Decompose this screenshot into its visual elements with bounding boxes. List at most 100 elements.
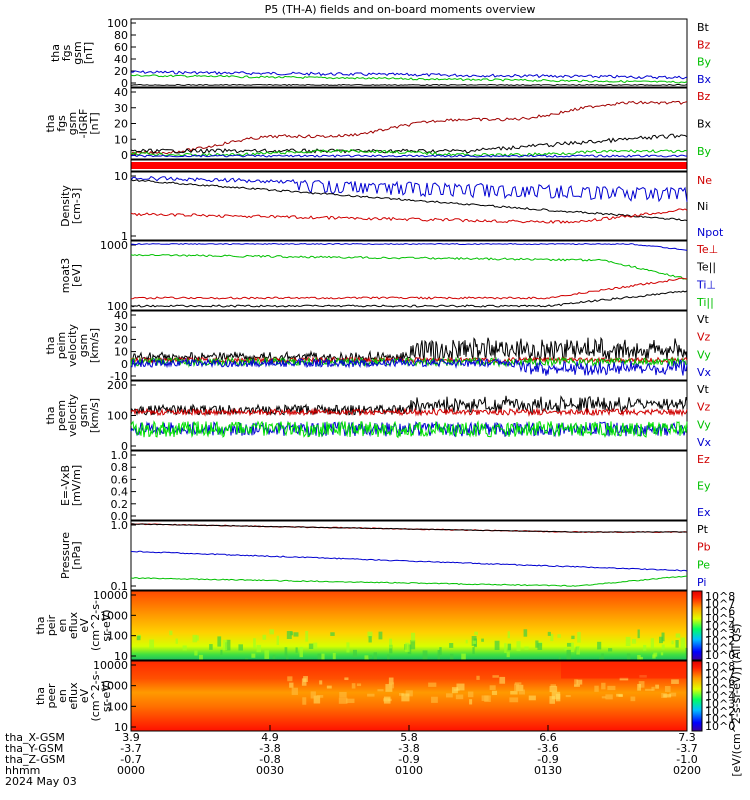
y-axis-label: en [56,619,69,633]
y-axis-label: [nT] [88,112,101,134]
spectrogram-pixel [494,640,500,651]
colorbar-tick: 10^5 [705,612,735,625]
spectrogram-pixel [467,691,474,698]
footer-value: 4.9 [261,731,279,744]
y-axis-label: [cm-3] [70,188,83,224]
spectrogram-pixel [491,690,498,695]
y-axis-label: eV [78,688,91,703]
spectrogram-pixel [597,641,602,650]
spectrogram-pixel [316,694,324,698]
y-tick-label: 100 [107,300,128,313]
legend-By: By [697,145,712,158]
colorbar-tick: 10^3 [705,698,735,711]
panel-frame-p1 [130,18,688,88]
y-axis-label: [nPa] [70,541,83,569]
legend-Pi: Pi [697,576,706,589]
spectrogram-pixel [194,650,198,656]
spectrogram-pixel [605,694,613,700]
footer-value: 0200 [673,764,701,777]
footer-value: -0.9 [398,753,419,766]
colorbar-tick: 10^6 [705,605,735,618]
spectrogram-pixel [465,639,468,644]
y-axis-label: [mV/m] [70,465,83,506]
y-axis-label: [eV] [70,264,83,287]
panel-frame-p5 [130,240,688,311]
y-axis-label: [km/s] [88,328,101,363]
colorbar-tick: 10^3 [705,627,735,640]
spectrogram-pixel [272,654,276,659]
colorbar-tick: 10^8 [705,590,735,603]
spectrogram-pixel [564,647,568,651]
spectrogram-pixel [524,646,529,650]
y-tick-label: 0.4 [111,486,129,499]
spectrogram-pixel [638,681,645,688]
footer-value: 7.3 [678,731,696,744]
series-Vx [131,357,688,376]
spectrogram-pixel [651,686,655,691]
y-tick-label: 100 [107,17,128,30]
colorbar-tick: 10^1 [705,642,735,655]
footer-value: 3.9 [122,731,140,744]
y-tick-label: 1 [121,230,128,243]
legend-Pt: Pt [697,523,709,536]
panel-frame-p8 [130,450,688,521]
footer-value: 6.6 [539,731,557,744]
y-tick-label: 100 [107,630,128,643]
legend-Vy: Vy [697,418,711,431]
spectrogram-pixel [675,633,681,638]
spectrogram-pixel [136,635,141,641]
spectrogram-pixel [377,689,384,692]
y-tick-label: 10000 [93,659,128,672]
y-axis-label: tha [44,336,57,354]
spectrogram-pixel [655,684,660,689]
spectrogram-pixel [449,643,454,648]
colorbar-tick: 10^7 [705,597,735,610]
spectrogram-pixel [625,636,631,647]
y-tick-label: 1.0 [111,519,129,532]
y-tick-label: 10 [114,170,128,183]
series-Te-perp [130,277,688,300]
spectrogram-pixel [332,652,336,660]
series-Vz [130,407,688,417]
y-tick-label: 30 [114,102,128,115]
y-tick-label: 10 [114,650,128,663]
y-axis-label: Density [59,185,72,227]
quality-flag-bar [131,162,687,169]
spectrogram-pixel [388,682,395,689]
spectrogram-pixel [169,630,173,636]
spectrogram-pixel [317,653,322,664]
spectrogram-pixel [472,647,475,655]
spectrogram-pixel [330,632,335,636]
spectrogram-pixel [566,642,572,647]
spectrogram-pixel [601,682,606,690]
spectrogram-pixel [659,636,663,644]
footer-value: -0.7 [120,753,141,766]
y-tick-label: 200 [107,379,128,392]
y-tick-label: 10 [114,133,128,146]
spectrogram-pixel [326,685,332,689]
spectrogram-pixel [652,654,656,659]
spectrogram-pixel [450,653,454,660]
y-tick-label: 0.1 [111,580,129,593]
y-tick-label: 40 [114,309,128,322]
footer-row-label: tha_X-GSM [5,731,65,744]
spectrogram-pixel [405,690,413,697]
spectrogram-pixel [506,651,510,658]
spectrogram-pixel [607,685,616,691]
panel-frame-p4 [130,171,688,241]
spectrogram-pixel [387,654,390,663]
spectrogram-pixel [351,683,356,689]
legend-Vy: Vy [697,348,711,361]
spectrogram-pixel [671,679,679,684]
spectrogram-pixel [428,682,437,687]
spectrogram-pixel [264,650,270,659]
legend-Vt: Vt [697,383,710,396]
spectrogram-pixel [516,641,521,652]
spectrogram-pixel [410,632,416,642]
spectrogram-pixel [472,640,477,645]
legend-Bz: Bz [697,90,711,103]
series-Ni [130,178,688,222]
y-axis-label: tha [44,406,57,424]
footer-value: -1.0 [676,753,697,766]
spectrogram-pixel [356,683,362,687]
